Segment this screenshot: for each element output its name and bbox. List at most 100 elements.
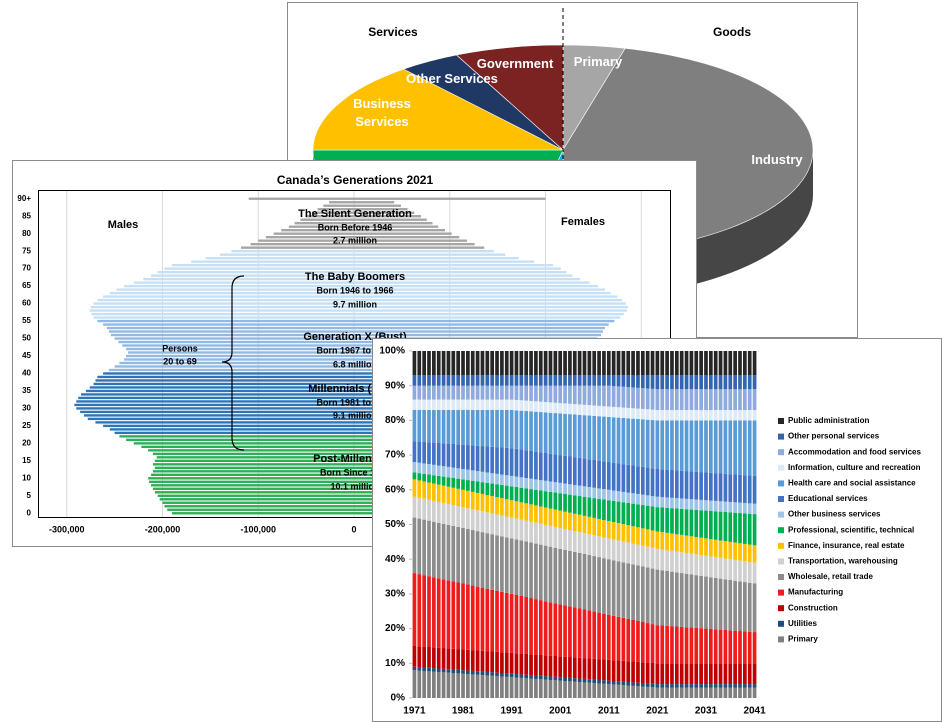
bar-segment (451, 581, 456, 649)
bar-segment (446, 669, 451, 673)
bar-segment (694, 554, 699, 576)
bar-segment (650, 388, 655, 410)
bar (354, 256, 519, 260)
bar-segment (563, 483, 567, 494)
bar-segment (582, 404, 587, 416)
bar-segment (490, 483, 495, 497)
bar-segment (582, 678, 587, 683)
bar-segment (752, 545, 757, 563)
bar-segment (519, 351, 524, 376)
bar-segment (461, 351, 465, 376)
bar-segment (670, 470, 674, 498)
bar-segment (480, 532, 485, 588)
legend-label: Utilities (788, 619, 817, 628)
y-tick-label: 20 (22, 438, 31, 447)
bar-segment (602, 519, 606, 538)
bar-segment (548, 655, 553, 677)
bar-segment (640, 494, 645, 506)
bar-segment (582, 609, 587, 659)
bar-segment (708, 687, 713, 698)
bar-segment (451, 648, 456, 670)
bar-segment (451, 409, 456, 444)
bar-segment (738, 513, 742, 544)
bar-segment (446, 466, 451, 478)
bar-segment (689, 536, 694, 554)
bar-segment (582, 682, 587, 698)
bar-segment (752, 420, 757, 476)
bar (97, 319, 355, 323)
y-tick-label: 80% (385, 415, 405, 426)
bar-segment (597, 679, 601, 684)
bar-segment (747, 389, 752, 410)
bar-segment (645, 351, 650, 376)
bar-segment (660, 570, 665, 626)
bar-segment (524, 450, 529, 479)
bar (323, 204, 354, 207)
bar-segment (597, 612, 601, 660)
bar-segment (475, 510, 480, 532)
bar-segment (427, 385, 431, 400)
bar-segment (432, 500, 436, 522)
bar (265, 235, 354, 239)
bar-segment (417, 462, 422, 474)
bar-segment (597, 557, 601, 613)
bar-segment (495, 409, 499, 448)
bar-segment (660, 663, 665, 685)
legend-label: Manufacturing (788, 588, 843, 597)
bar-segment (563, 403, 567, 414)
bar (93, 316, 354, 319)
bar-segment (500, 652, 504, 674)
bar-segment (456, 409, 461, 445)
bar-segment (704, 555, 708, 577)
bar-segment (616, 660, 621, 682)
bar-segment (461, 399, 465, 410)
bar-segment (485, 675, 490, 698)
bar-segment (606, 521, 611, 539)
legend-swatch (778, 433, 784, 440)
bar-segment (480, 493, 485, 512)
bar-segment (543, 480, 548, 492)
bar-segment (728, 630, 733, 664)
bar (95, 379, 355, 382)
bar-segment (432, 351, 436, 376)
bar (154, 491, 354, 494)
bar-segment (461, 489, 465, 508)
bar-segment (514, 410, 519, 449)
bar (354, 253, 506, 256)
bar-segment (524, 597, 529, 654)
bar-segment (674, 663, 679, 685)
bar-segment (466, 674, 470, 698)
bar-segment (723, 351, 728, 376)
bar-segment (412, 517, 417, 574)
bar (122, 344, 355, 347)
bar-segment (568, 657, 572, 678)
bar-segment (495, 676, 499, 698)
bar-segment (446, 672, 451, 698)
bar-segment (636, 686, 640, 698)
bar-segment (738, 474, 742, 503)
bar-segment (577, 485, 582, 497)
bar (114, 337, 354, 340)
bar-segment (636, 387, 640, 409)
bar-segment (660, 375, 665, 390)
bar-segment (621, 491, 626, 503)
bar-segment (718, 663, 723, 685)
bar-segment (621, 685, 626, 698)
bar-segment (597, 659, 601, 680)
bar-segment (417, 574, 422, 647)
legend-label: Finance, insurance, real estate (788, 541, 905, 550)
bar-segment (752, 562, 757, 584)
bar-segment (689, 627, 694, 664)
bar-segment (427, 375, 431, 386)
bar-segment (611, 539, 616, 561)
bar-segment (694, 409, 699, 421)
bar-segment (441, 523, 446, 580)
bar-segment (446, 443, 451, 467)
bar (306, 215, 354, 218)
y-tick-label: 20% (385, 623, 405, 634)
bar-segment (534, 675, 538, 679)
bar-segment (699, 472, 703, 500)
bar-segment (733, 409, 737, 421)
bar-segment (631, 564, 635, 620)
